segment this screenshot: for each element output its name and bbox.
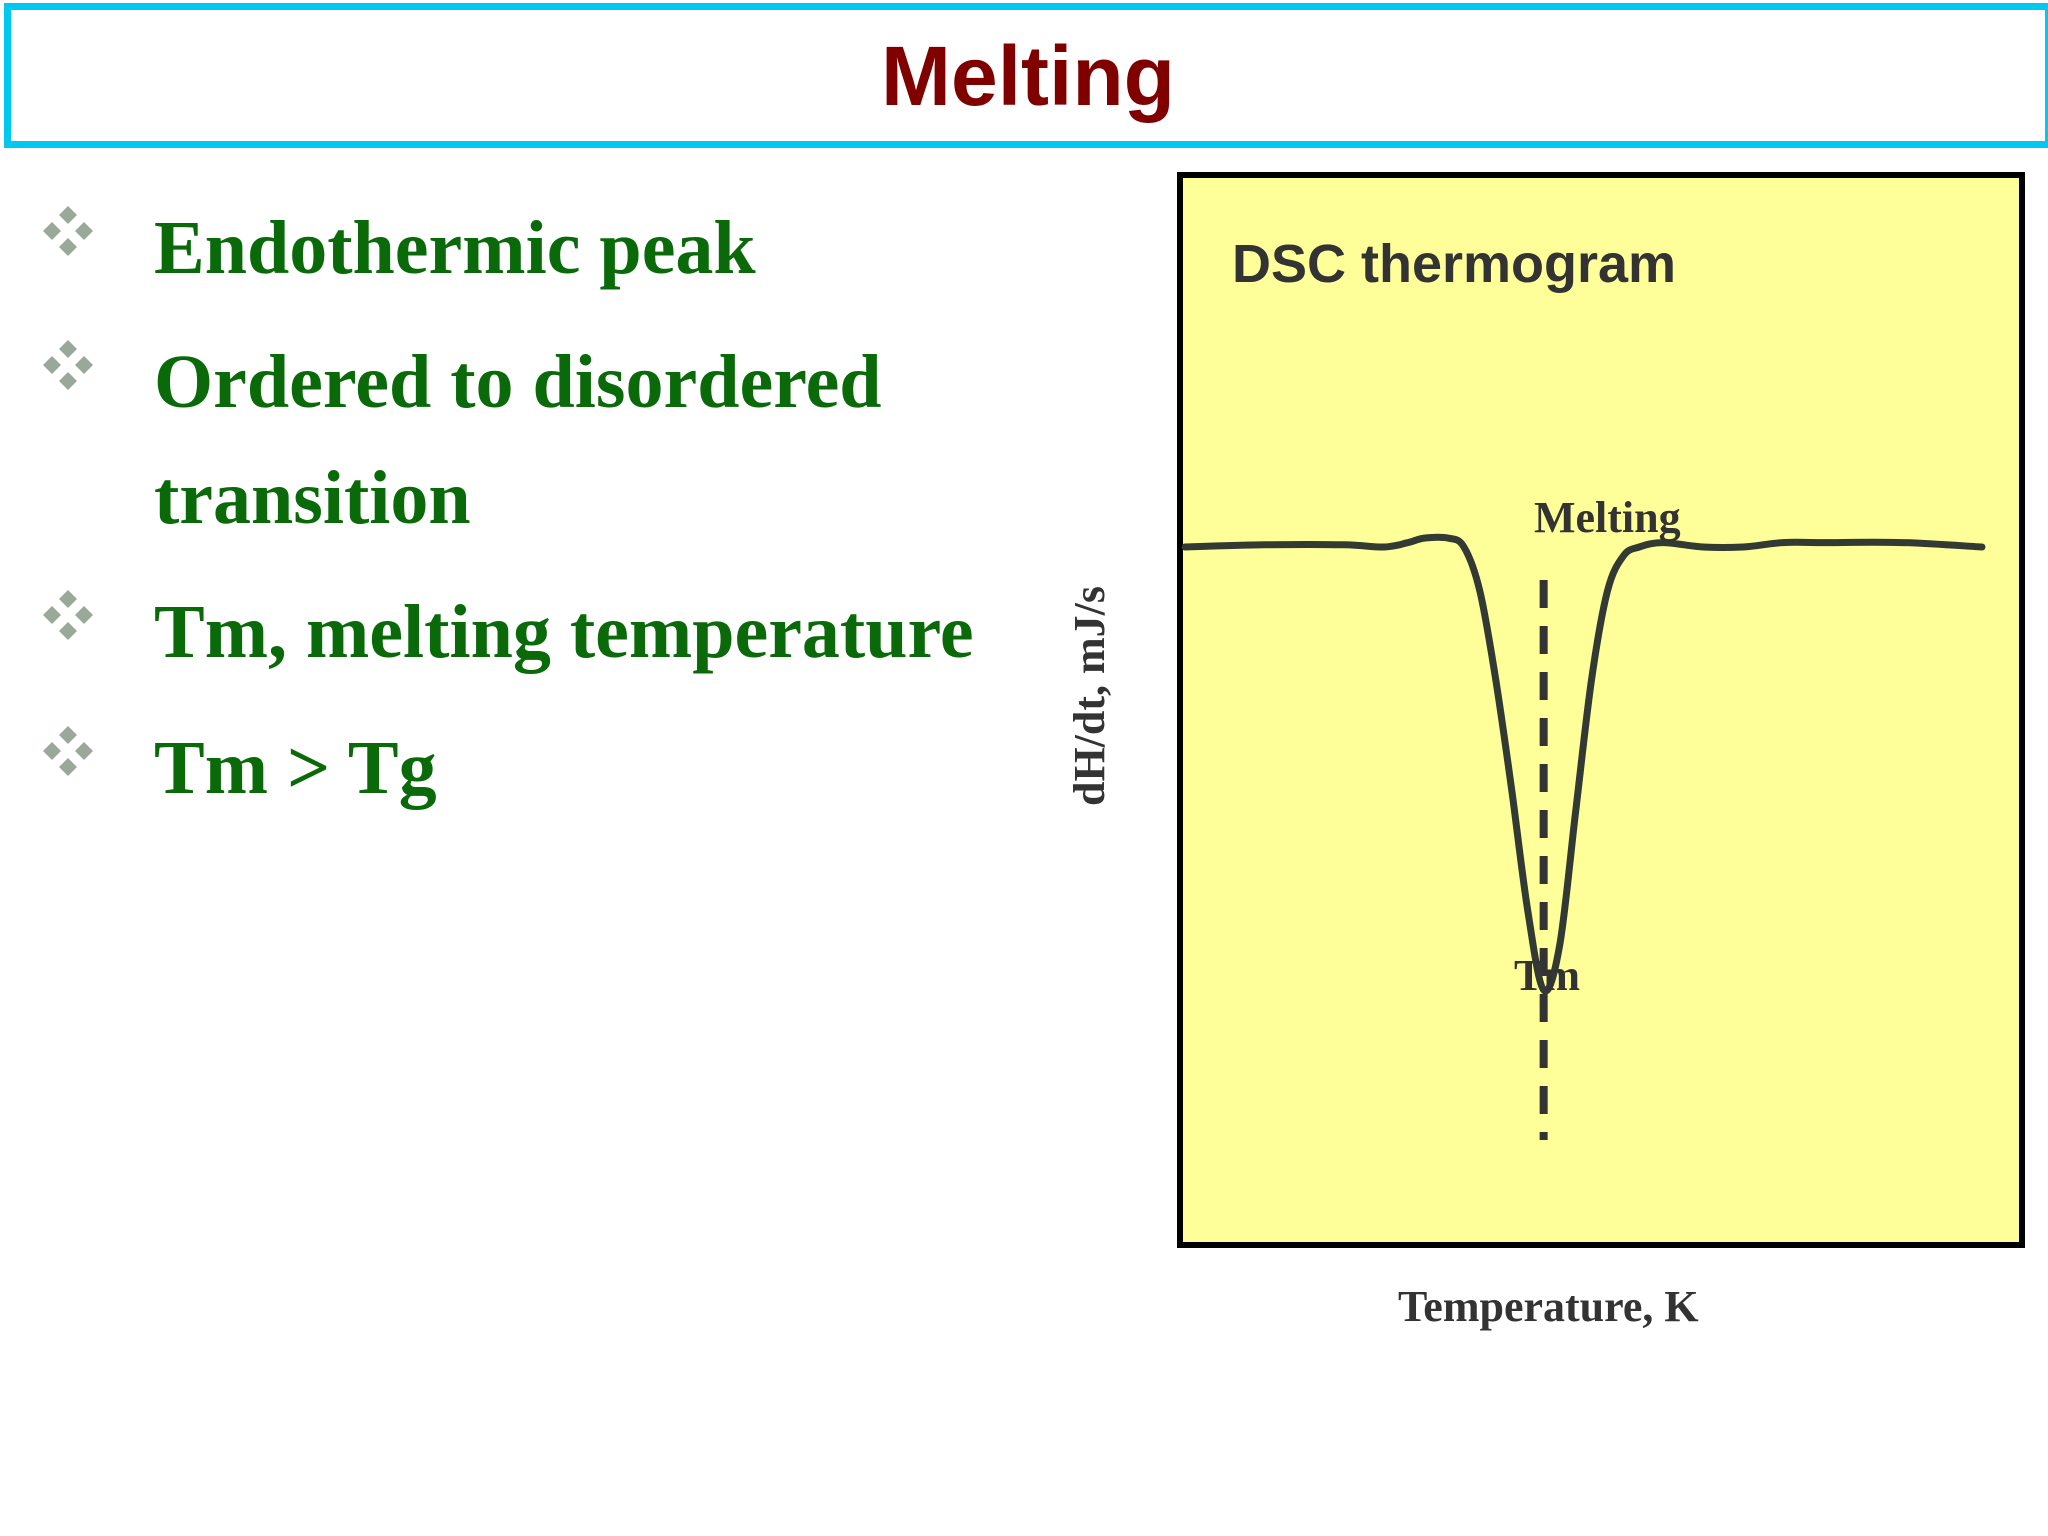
- bullet-item: Endothermic peak: [40, 190, 756, 306]
- y-axis-label: dH/dt, mJ/s: [1065, 585, 1114, 807]
- title-bar: Melting: [4, 3, 2048, 148]
- bullet-text: Ordered to disordered transition: [154, 324, 882, 556]
- bullet-text-line: transition: [154, 456, 471, 540]
- chart-plot-area: [1177, 172, 2025, 1248]
- bullet-item: Tm > Tg: [40, 710, 437, 826]
- annotation-tm: Tm: [1514, 951, 1580, 1000]
- four-diamond-bullet-icon: [43, 726, 93, 776]
- four-diamond-bullet-icon: [43, 340, 93, 390]
- chart-title: DSC thermogram: [1232, 234, 1676, 294]
- bullet-text: Endothermic peak: [154, 206, 756, 290]
- chart-svg: DSC thermogram Melting Tm: [1177, 172, 2025, 1248]
- four-diamond-bullet-icon: [43, 206, 93, 256]
- four-diamond-bullet-icon: [43, 590, 93, 640]
- series-line: [1181, 533, 1986, 995]
- bullet-item: Tm, melting temperature: [40, 574, 974, 690]
- bullet-item: Ordered to disordered transition: [40, 324, 882, 556]
- bullet-text: Tm > Tg: [154, 726, 437, 810]
- slide-title: Melting: [881, 28, 1175, 123]
- bullet-text-line: Ordered to disordered: [154, 340, 882, 424]
- x-axis-label: Temperature, K: [1398, 1282, 1699, 1331]
- dsc-chart: DSC thermogram Melting Tm: [1060, 160, 2048, 1420]
- bullet-list: Endothermic peak Ordered to disordered t…: [0, 0, 1060, 900]
- bullet-text: Tm, melting temperature: [154, 590, 974, 674]
- annotation-melting: Melting: [1534, 493, 1681, 542]
